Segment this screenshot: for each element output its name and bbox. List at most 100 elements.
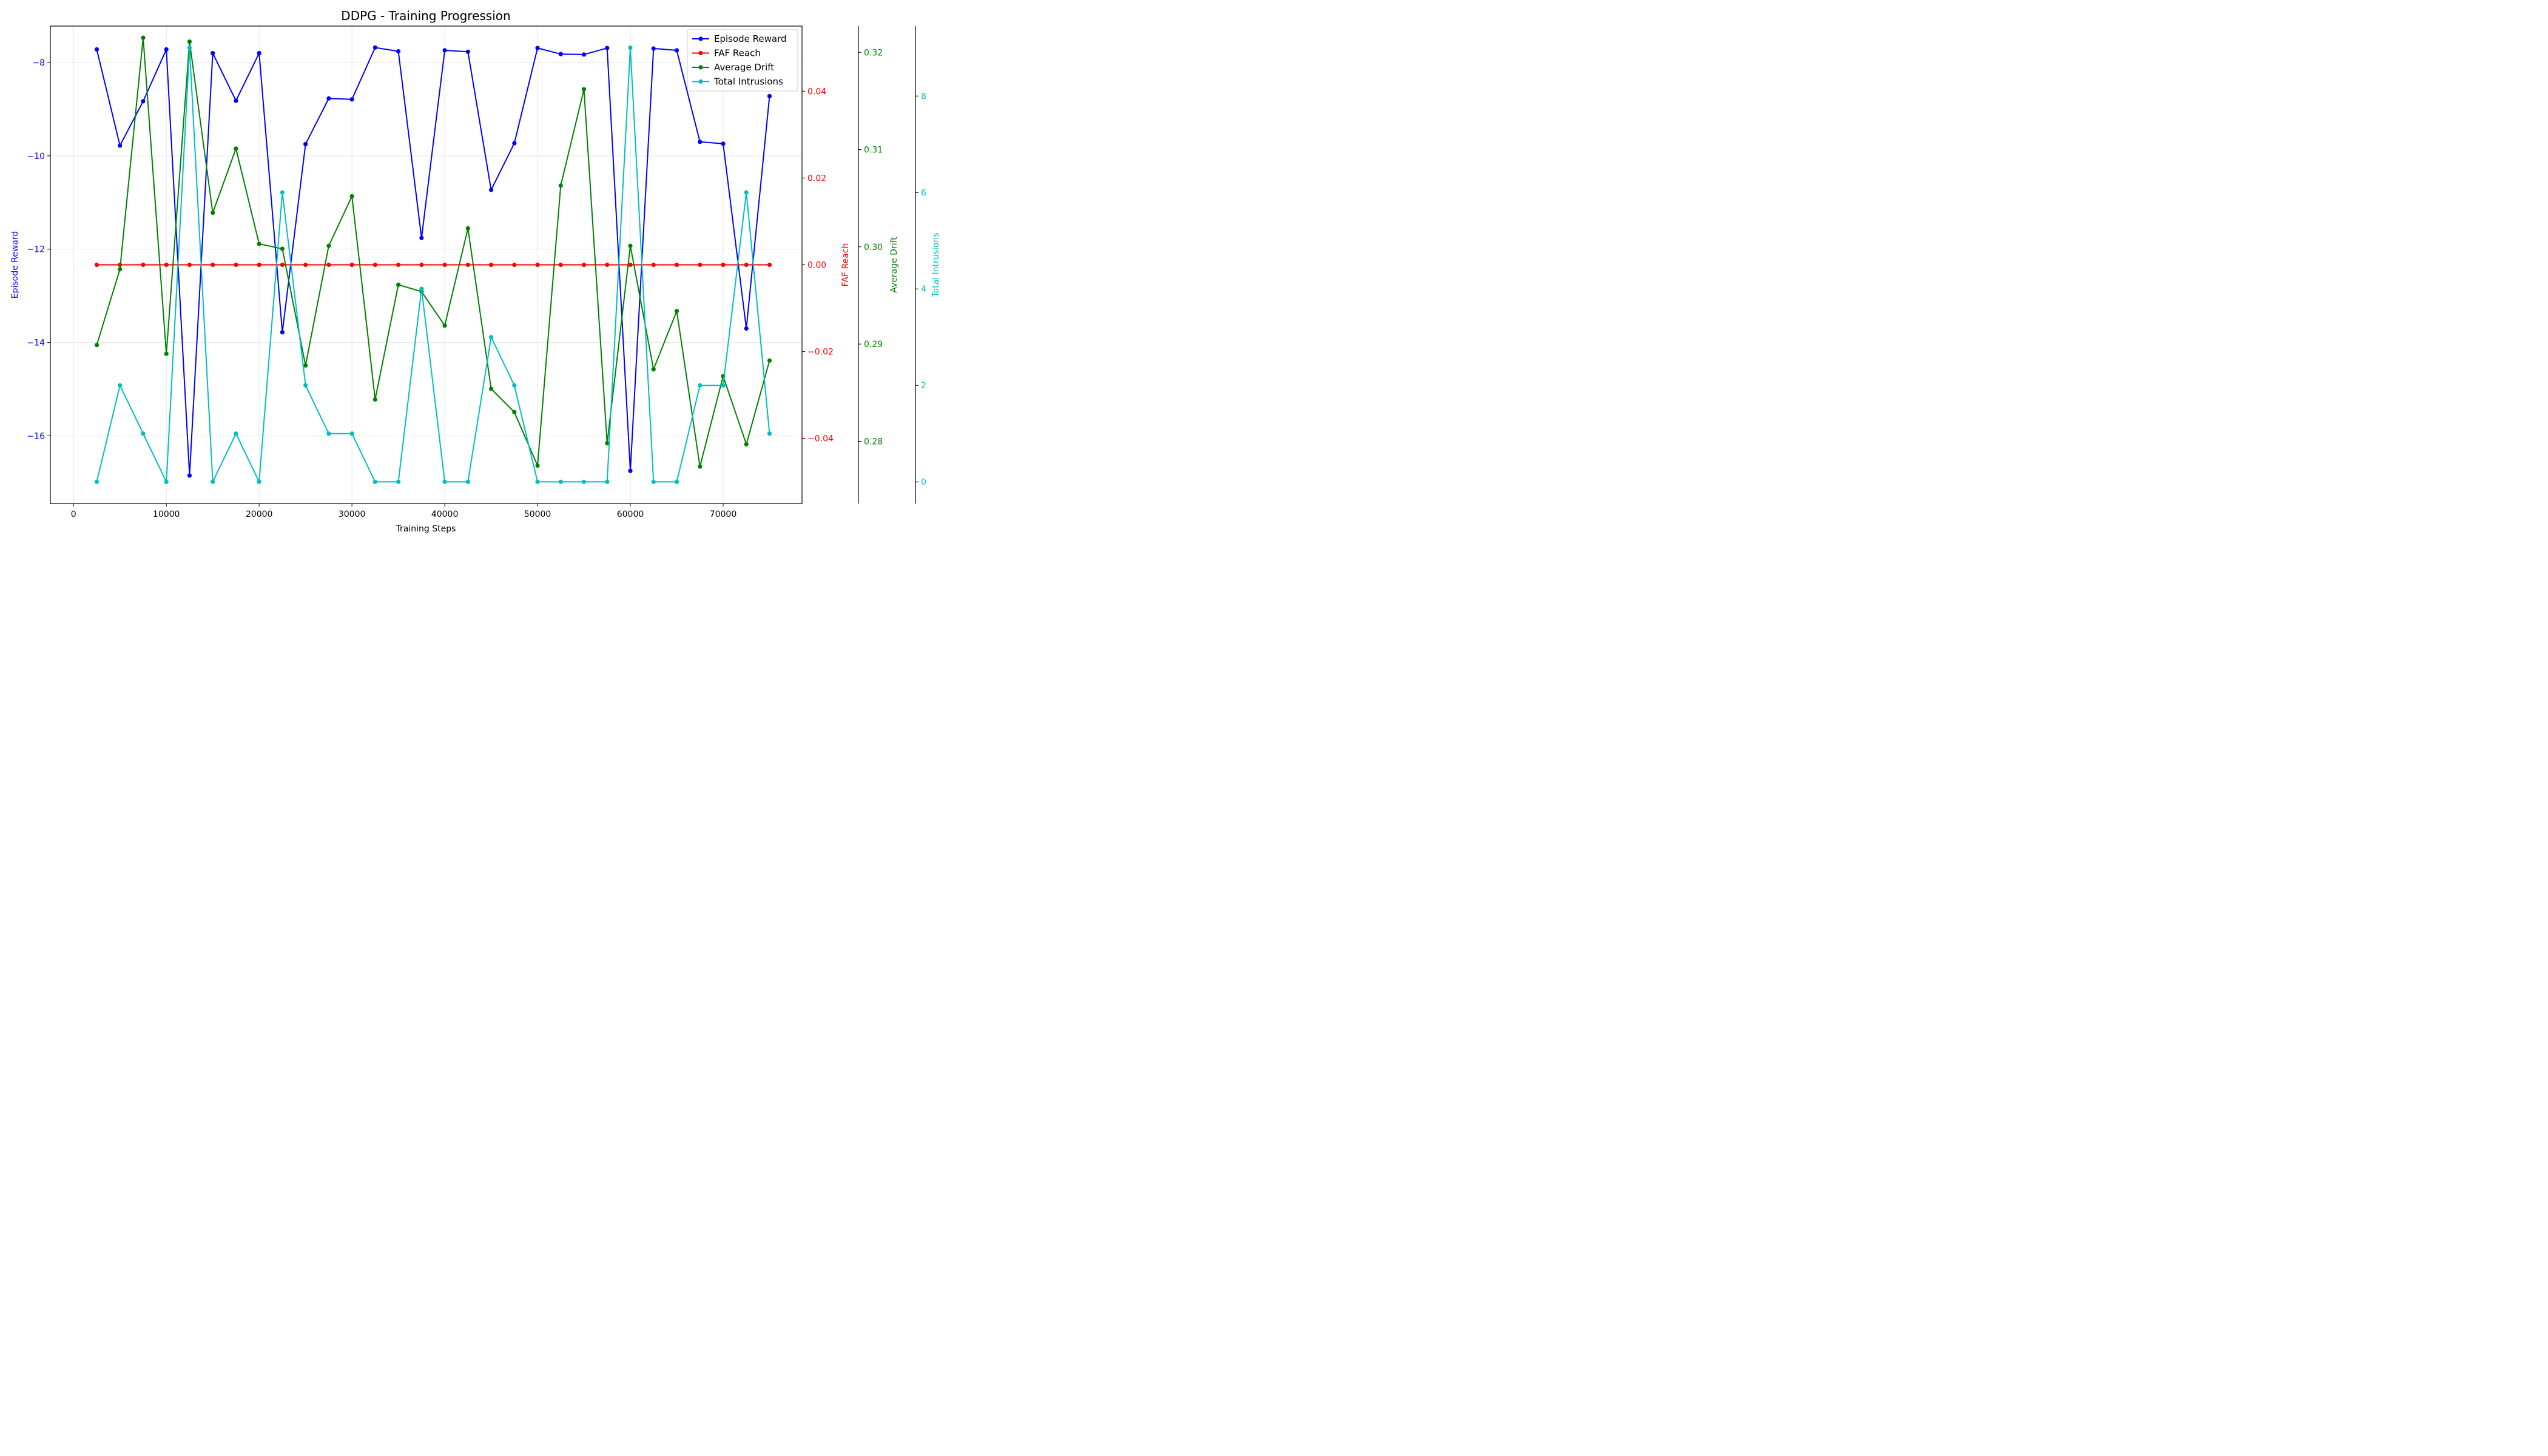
data-point [164,262,169,268]
data-point [488,187,494,192]
data-point [674,262,679,268]
data-point [118,383,123,388]
data-point [512,410,517,414]
y-tick-label: 2 [921,381,926,391]
y-tick-label: 0.29 [864,340,883,349]
data-point [674,479,679,484]
data-point [651,367,656,372]
y-tick-label: 8 [921,92,926,101]
data-point [674,48,679,53]
x-tick-label: 50000 [524,510,551,519]
legend-label: Episode Reward [714,33,787,44]
data-point [721,141,726,146]
legend-label: Total Intrusions [713,76,783,87]
series-line [96,47,770,483]
data-point [280,190,285,195]
chart-background [0,0,951,544]
data-point [698,140,703,144]
data-point [419,235,424,240]
data-point [280,262,285,268]
y-tick-label: −14 [27,339,45,348]
data-point [396,262,401,268]
x-tick-label: 30000 [339,510,366,519]
legend-swatch-marker [698,65,703,70]
data-point [372,397,377,402]
data-point [558,52,563,56]
data-point [442,262,447,268]
data-point [721,262,726,268]
data-point [721,383,726,388]
data-point [94,47,99,52]
data-point [257,479,261,484]
data-point [605,262,610,268]
data-point [628,46,633,50]
axes: 0 10000 20000 30000 40000 50000 60000 70000 −8 −1… [10,25,941,519]
series-lines [94,35,772,484]
series-line [96,37,770,468]
data-point [535,479,540,484]
y-axis-label: Total Intrusions [931,232,941,297]
data-point [396,479,401,484]
data-point [211,211,215,215]
data-point [674,309,679,314]
data-point [512,262,517,268]
chart: 0 10000 20000 30000 40000 50000 60000 70000 −8 −1… [0,0,951,544]
data-point [651,479,656,484]
data-point [767,262,772,268]
y-tick-label: 0.00 [807,261,826,271]
data-point [303,363,308,368]
data-point [767,431,772,436]
legend-label: FAF Reach [714,48,761,59]
data-point [94,479,99,484]
legend-label: Average Drift [714,62,774,73]
data-point [372,479,377,484]
x-tick-label: 40000 [431,510,459,519]
data-point [187,473,192,478]
data-point [651,262,656,268]
data-point [211,262,215,268]
y-tick-label: −10 [27,152,45,161]
data-point [326,96,331,101]
data-point [419,286,424,291]
data-point [326,431,331,436]
legend-swatch-marker [698,36,703,41]
data-point [535,463,540,468]
data-point [535,262,540,268]
x-axis-label: Training Steps [396,524,456,534]
data-point [349,97,354,102]
data-point [349,194,354,199]
data-point [164,47,169,52]
y-tick-label: −0.02 [807,348,834,357]
data-point [442,48,447,53]
y-tick-label: 6 [921,188,926,198]
data-point [465,262,470,268]
data-point [581,479,587,484]
data-point [349,431,354,436]
data-point [326,262,331,268]
data-point [698,262,703,268]
x-tick-label: 70000 [710,510,737,519]
x-tick-label: 0 [71,510,76,519]
data-point [442,479,447,484]
data-point [372,262,377,268]
data-point [581,262,587,268]
data-point [488,262,494,268]
series-line [96,47,770,476]
data-point [187,39,192,44]
data-point [558,183,563,188]
data-point [442,323,447,328]
data-point [257,262,261,268]
data-point [303,383,308,388]
y-tick-label: 4 [921,285,926,294]
data-point [396,282,401,287]
y-tick-label: 0.30 [864,243,883,252]
data-point [303,142,308,147]
data-point [234,146,238,151]
data-point [605,46,610,50]
data-point [512,383,517,388]
data-point [488,386,494,391]
data-point [326,243,331,248]
data-point [187,46,192,50]
y-axis-label: Average Drift [889,237,899,293]
legend-swatch-marker [698,79,703,84]
